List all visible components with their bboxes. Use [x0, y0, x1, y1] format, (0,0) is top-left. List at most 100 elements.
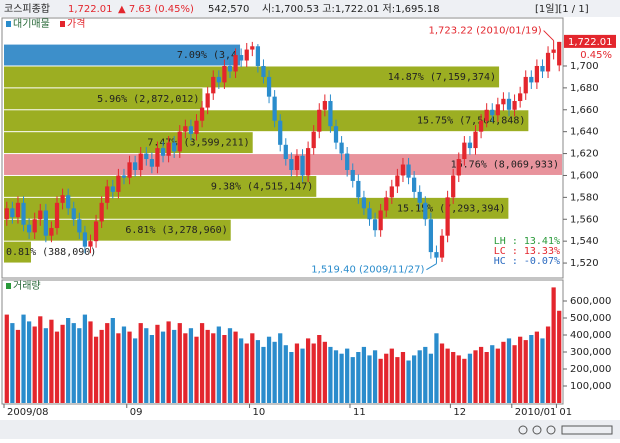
volume-bar [166, 321, 171, 403]
volume-bar [233, 331, 238, 403]
volume-bar [88, 321, 93, 403]
volume-bar [54, 331, 60, 403]
y-tick-label: 400,000 [570, 330, 611, 341]
candle-body [300, 155, 305, 176]
volume-bar [367, 355, 372, 403]
candle-body [116, 175, 121, 192]
candle-body [227, 65, 233, 72]
volume-bar [389, 348, 394, 403]
volume-bar [305, 338, 311, 403]
volume-bar [244, 343, 249, 403]
profile-bar [4, 219, 231, 241]
volume-bar [557, 310, 562, 403]
x-tick-label: 12 [453, 407, 466, 418]
volume-bar [451, 352, 456, 403]
volume-bar [250, 333, 255, 403]
y-tick-label: 1,520 [570, 258, 599, 269]
candle-body [294, 155, 300, 170]
volume-bar [478, 346, 484, 403]
candle-body [333, 126, 339, 143]
candle-body [328, 101, 333, 127]
volume-bar [110, 318, 115, 403]
profile-label: 9.38% (4,515,147) [211, 181, 313, 192]
candle-body [222, 65, 227, 83]
volume-bar [138, 323, 143, 403]
volume-bar [66, 318, 71, 403]
candle-body [105, 186, 110, 203]
volume-bar [127, 331, 132, 403]
candle-body [417, 191, 422, 203]
y-tick-label: 300,000 [570, 347, 611, 358]
candle-body [121, 175, 127, 178]
volume-bar [255, 340, 261, 403]
stat: LC : 13.33% [494, 246, 560, 257]
volume-bar [21, 314, 26, 403]
volume-bar [149, 335, 154, 403]
candle-body [233, 55, 238, 72]
candle-body [495, 104, 500, 116]
candle-body [255, 46, 261, 66]
candle-body [367, 208, 372, 220]
volume-bar [384, 353, 389, 403]
candle-body [4, 208, 9, 220]
candle-body [339, 142, 344, 154]
candle-body [557, 41, 562, 66]
volume-bar [523, 340, 528, 403]
volume-bar [99, 329, 104, 403]
candle-body [216, 76, 221, 83]
candle-body [32, 219, 37, 233]
volume-bar [495, 348, 500, 403]
candle-body [378, 210, 383, 231]
candle-body [138, 153, 143, 170]
candle-body [172, 142, 177, 152]
volume-bar [428, 353, 433, 403]
volume-bar [15, 329, 21, 403]
volume-bar [540, 338, 545, 403]
volume-bar [333, 350, 339, 403]
candle-body [462, 142, 467, 160]
candle-body [26, 224, 32, 233]
y-tick-label: 1,620 [570, 149, 599, 160]
profile-bar [4, 66, 500, 88]
volume-bar [484, 352, 489, 403]
candle-body [529, 76, 534, 83]
volume-bar [350, 357, 355, 403]
y-tick-label: 1,580 [570, 192, 599, 203]
volume-bar [317, 335, 322, 403]
profile-label: 7.47% (3,599,211) [147, 138, 249, 149]
volume-bar [216, 326, 221, 403]
y-tick-label: 500,000 [570, 313, 611, 324]
candle-body [484, 109, 489, 121]
period[interactable]: [1일][1 / 1] [535, 3, 589, 15]
volume-bar [512, 345, 517, 403]
volume-bar [199, 323, 205, 403]
x-tick-label: 10 [253, 407, 266, 418]
volume-bar [501, 341, 506, 403]
volume-bar [328, 346, 333, 403]
candle-body [283, 144, 288, 160]
candle-body [428, 219, 433, 253]
candle-body [110, 186, 115, 192]
volume-bar [205, 329, 210, 403]
volume-bar [177, 323, 182, 403]
candle-body [66, 195, 71, 209]
profile-label: 7.09% (3,4 [177, 50, 237, 61]
profile-bar [4, 88, 203, 110]
profile-bar [4, 110, 529, 132]
volume-bar [183, 333, 188, 403]
x-tick-label: 2009/08 [7, 407, 49, 418]
candle-body [372, 219, 378, 231]
x-tick-label: 09 [130, 407, 143, 418]
y-tick-label: 1,540 [570, 236, 599, 247]
toolbar-icons[interactable] [518, 425, 613, 435]
volume-bar [116, 333, 121, 403]
candle-body [127, 162, 132, 178]
volume-bar [105, 323, 110, 403]
volume-bar [545, 326, 551, 403]
volume-bar [372, 350, 378, 403]
candle-body [305, 148, 311, 176]
annotation: 1,519.40 (2009/11/27) [311, 265, 424, 276]
volume-bar [529, 335, 534, 403]
candle-body [445, 197, 450, 236]
y-tick-label: 1,640 [570, 127, 599, 138]
